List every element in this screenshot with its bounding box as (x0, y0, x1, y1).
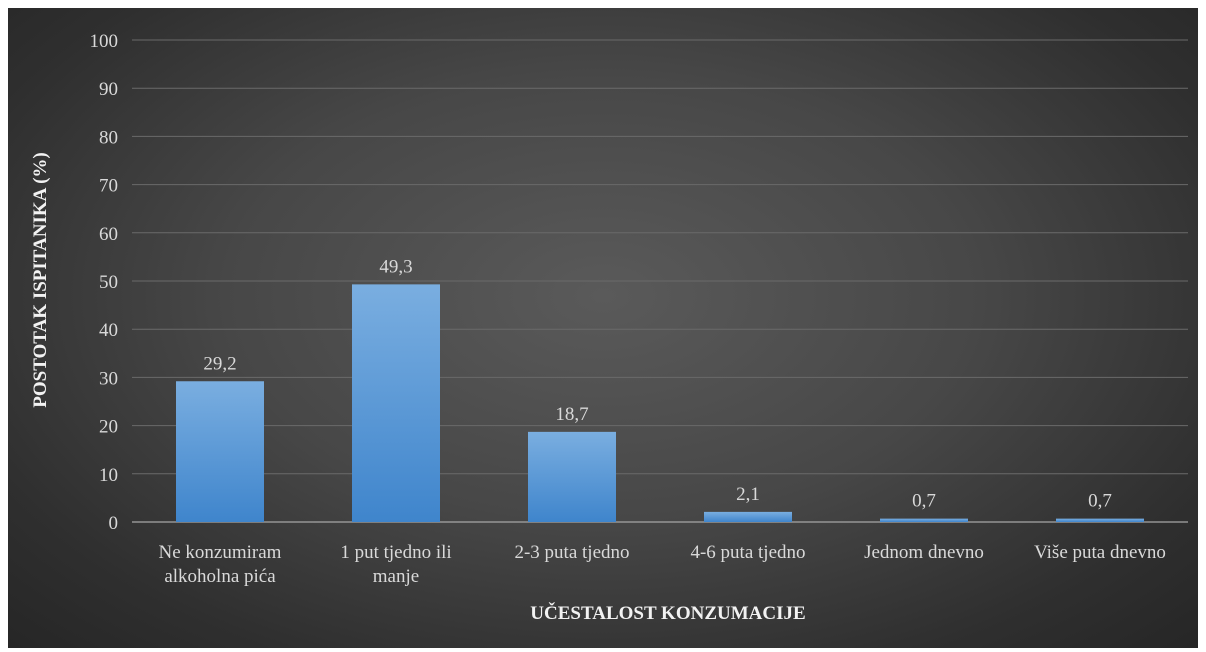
y-tick-label: 50 (99, 272, 118, 293)
chart-area: 0 10 20 30 40 50 60 70 80 90 100 29,2 49,3 18,7 2,1 0,… (8, 8, 1198, 648)
y-tick-label: 80 (99, 127, 118, 148)
data-label: 49,3 (379, 256, 412, 277)
data-label: 0,7 (1088, 491, 1112, 512)
x-category-label: 4-6 puta tjedno (690, 542, 805, 563)
data-labels: 29,2 49,3 18,7 2,1 0,7 0,7 (203, 256, 1112, 511)
data-label: 29,2 (203, 353, 236, 374)
y-tick-label: 20 (99, 417, 118, 438)
y-axis-title: POSTOTAK ISPITANIKA (%) (30, 152, 51, 408)
bar (1056, 518, 1144, 522)
bar (880, 518, 968, 522)
x-category-label: Ne konzumiram alkoholna pića (159, 542, 282, 587)
data-label: 0,7 (912, 491, 936, 512)
bars (176, 284, 1144, 522)
x-category-label: Više puta dnevno (1034, 542, 1166, 563)
bar (704, 511, 792, 522)
x-category-label-line: alkoholna pića (164, 566, 276, 587)
y-tick-label: 70 (99, 176, 118, 197)
x-category-label-line: Jednom dnevno (864, 542, 984, 563)
x-category-label-line: 2-3 puta tjedno (514, 542, 629, 563)
y-tick-label: 40 (99, 320, 118, 341)
bar-chart: 0 10 20 30 40 50 60 70 80 90 100 29,2 49,3 18,7 2,1 0,… (30, 31, 1188, 624)
data-label: 2,1 (736, 484, 760, 505)
x-category-label: 1 put tjedno ili manje (340, 542, 451, 587)
y-tick-label: 100 (90, 31, 119, 52)
x-axis-title: UČESTALOST KONZUMACIJE (530, 602, 805, 624)
y-tick-label: 0 (109, 513, 119, 534)
y-tick-label: 90 (99, 79, 118, 100)
x-category-label: 2-3 puta tjedno (514, 542, 629, 563)
gridlines (132, 39, 1188, 523)
bar (176, 381, 264, 522)
y-tick-label: 60 (99, 224, 118, 245)
x-axis-categories: Ne konzumiram alkoholna pića 1 put tjedno … (159, 542, 1166, 587)
x-category-label-line: 1 put tjedno ili (340, 542, 451, 563)
x-category-label-line: Ne konzumiram (159, 542, 282, 563)
x-category-label: Jednom dnevno (864, 542, 984, 563)
y-axis-ticks: 0 10 20 30 40 50 60 70 80 90 100 (90, 31, 119, 534)
x-category-label-line: Više puta dnevno (1034, 542, 1166, 563)
data-label: 18,7 (555, 404, 588, 425)
bar (528, 431, 616, 522)
y-tick-label: 30 (99, 368, 118, 389)
bar (352, 284, 440, 522)
x-category-label-line: 4-6 puta tjedno (690, 542, 805, 563)
x-category-label-line: manje (373, 566, 419, 587)
y-tick-label: 10 (99, 465, 118, 486)
